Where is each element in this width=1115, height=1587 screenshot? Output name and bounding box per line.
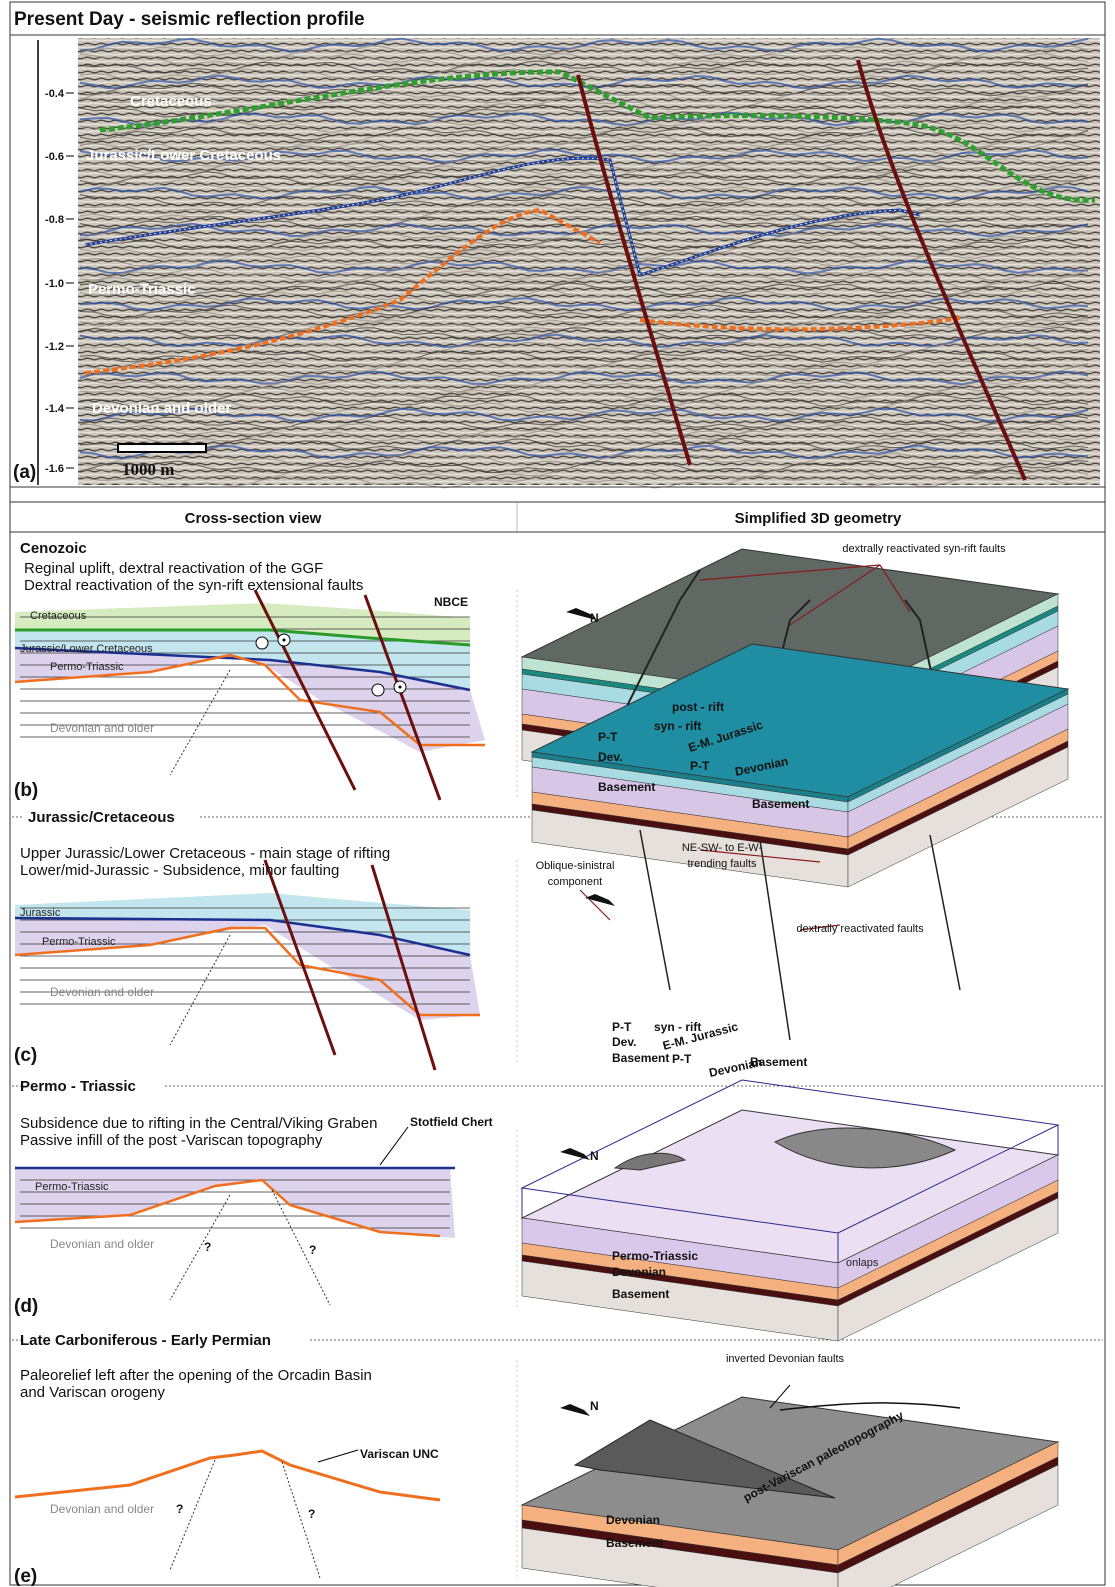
label: ? <box>308 1507 315 1521</box>
label: Basement <box>750 1055 807 1069</box>
label: 1000 m <box>122 460 174 479</box>
label: Basement <box>598 780 655 794</box>
symbol <box>399 686 402 689</box>
figure: Present Day - seismic reflection profile… <box>0 0 1115 1587</box>
label: Dev. <box>598 750 622 764</box>
label: P-T <box>612 1020 632 1034</box>
label: -1.2 <box>45 341 64 353</box>
label: Permo-Triassic <box>88 281 196 298</box>
label: -1.0 <box>45 278 64 290</box>
label: Permo-Triassic <box>42 936 116 948</box>
label: Permo-Triassic <box>35 1181 109 1193</box>
label: Cenozoic <box>20 540 87 557</box>
label: (e) <box>14 1566 37 1587</box>
label: P-T <box>672 1052 692 1066</box>
label: Basement <box>612 1287 669 1301</box>
line <box>170 670 230 775</box>
line <box>380 1127 408 1165</box>
label: N <box>590 1399 599 1413</box>
label: Late Carboniferous - Early Permian <box>20 1332 271 1349</box>
label: P-T <box>598 730 618 744</box>
label: Devonian and older <box>92 400 231 417</box>
shape <box>560 1148 590 1160</box>
label: P-T <box>690 759 710 773</box>
label: Permo-Triassic <box>612 1249 698 1263</box>
label: Paleorelief left after the opening of th… <box>20 1367 372 1384</box>
label: inverted Devonian faults <box>726 1353 845 1365</box>
label: ? <box>309 1243 316 1257</box>
label: N <box>590 611 599 625</box>
label: Devonian and older <box>50 1502 154 1516</box>
label: -0.6 <box>45 151 64 163</box>
label: syn - rift <box>654 719 701 733</box>
label: Jurassic/Lower Cretaceous <box>20 643 153 655</box>
label: Stotfield Chert <box>410 1115 493 1129</box>
label: Devonian <box>612 1265 666 1279</box>
label: (b) <box>14 780 38 801</box>
label: ? <box>204 1240 211 1254</box>
label: Dextral reactivation of the syn-rift ext… <box>24 577 363 594</box>
label: -1.4 <box>45 403 65 415</box>
label: Cretaceous <box>130 93 212 110</box>
label: -0.4 <box>45 88 65 100</box>
label: Devonian <box>606 1513 660 1527</box>
label: Lower/mid-Jurassic - Subsidence, minor f… <box>20 862 339 879</box>
symbol <box>256 637 268 649</box>
label: component <box>548 876 602 888</box>
label: (c) <box>14 1045 37 1066</box>
label: Passive infill of the post -Variscan top… <box>20 1132 323 1149</box>
label: Cretaceous <box>30 610 87 622</box>
label: Devonian and older <box>50 1237 154 1251</box>
shape <box>15 1168 455 1238</box>
label: Variscan UNC <box>360 1447 439 1461</box>
symbol <box>283 639 286 642</box>
label: Jurassic <box>20 907 61 919</box>
label: -0.8 <box>45 214 64 226</box>
line <box>170 935 230 1045</box>
label: ? <box>176 1502 183 1516</box>
label: Upper Jurassic/Lower Cretaceous - main s… <box>20 845 390 862</box>
label: dextrally reactivated faults <box>796 923 924 935</box>
label: Jurassic/Cretaceous <box>28 809 175 826</box>
label: Basement <box>606 1536 663 1550</box>
label: Dev. <box>612 1035 636 1049</box>
symbol <box>372 684 384 696</box>
label: Oblique-sinistral <box>536 860 615 872</box>
label: Permo-Triassic <box>50 661 124 673</box>
label: dextrally reactivated syn-rift faults <box>842 543 1006 555</box>
scale-bar <box>118 444 206 452</box>
label: Present Day - seismic reflection profile <box>14 9 365 30</box>
line <box>170 1195 230 1300</box>
label: -1.6 <box>45 463 64 475</box>
shape <box>560 1404 590 1416</box>
label: onlaps <box>846 1257 879 1269</box>
label: (d) <box>14 1296 38 1317</box>
label: Jurassic/Lower Cretaceous <box>86 147 281 164</box>
label: Simplified 3D geometry <box>735 510 902 527</box>
label: trending faults <box>687 858 757 870</box>
label: Reginal uplift, dextral reactivation of … <box>24 560 323 577</box>
line <box>318 1450 358 1462</box>
label: Devonian and older <box>50 985 154 999</box>
label: post - rift <box>672 700 724 714</box>
label: N <box>590 1149 599 1163</box>
label: Basement <box>612 1051 669 1065</box>
label: (a) <box>13 462 36 483</box>
label: NBCE <box>434 595 468 609</box>
label: Cross-section view <box>185 510 322 527</box>
label: Basement <box>752 797 809 811</box>
label: NE-SW- to E-W- <box>682 842 763 854</box>
label: and Variscan orogeny <box>20 1384 165 1401</box>
label: Devonian and older <box>50 721 154 735</box>
label: Subsidence due to rifting in the Central… <box>20 1115 377 1132</box>
label: Permo - Triassic <box>20 1078 136 1095</box>
